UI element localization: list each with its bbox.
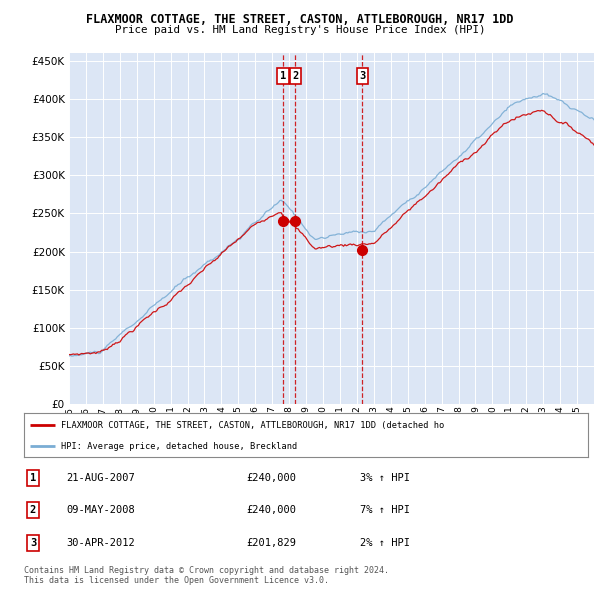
Text: 3% ↑ HPI: 3% ↑ HPI [360,473,410,483]
Text: 7% ↑ HPI: 7% ↑ HPI [360,505,410,515]
Text: FLAXMOOR COTTAGE, THE STREET, CASTON, ATTLEBOROUGH, NR17 1DD: FLAXMOOR COTTAGE, THE STREET, CASTON, AT… [86,13,514,26]
Text: 09-MAY-2008: 09-MAY-2008 [66,505,135,515]
Text: 3: 3 [30,537,36,548]
Text: HPI: Average price, detached house, Breckland: HPI: Average price, detached house, Brec… [61,442,297,451]
Text: £240,000: £240,000 [246,505,296,515]
Text: FLAXMOOR COTTAGE, THE STREET, CASTON, ATTLEBOROUGH, NR17 1DD (detached ho: FLAXMOOR COTTAGE, THE STREET, CASTON, AT… [61,421,444,430]
Text: £201,829: £201,829 [246,537,296,548]
Text: This data is licensed under the Open Government Licence v3.0.: This data is licensed under the Open Gov… [24,576,329,585]
Text: 30-APR-2012: 30-APR-2012 [66,537,135,548]
Text: 3: 3 [359,71,365,81]
Text: 2: 2 [30,505,36,515]
Text: £240,000: £240,000 [246,473,296,483]
Text: 2% ↑ HPI: 2% ↑ HPI [360,537,410,548]
Text: 21-AUG-2007: 21-AUG-2007 [66,473,135,483]
Text: Price paid vs. HM Land Registry's House Price Index (HPI): Price paid vs. HM Land Registry's House … [115,25,485,35]
Text: 1: 1 [280,71,286,81]
Text: 1: 1 [30,473,36,483]
Text: 2: 2 [292,71,298,81]
Text: Contains HM Land Registry data © Crown copyright and database right 2024.: Contains HM Land Registry data © Crown c… [24,566,389,575]
